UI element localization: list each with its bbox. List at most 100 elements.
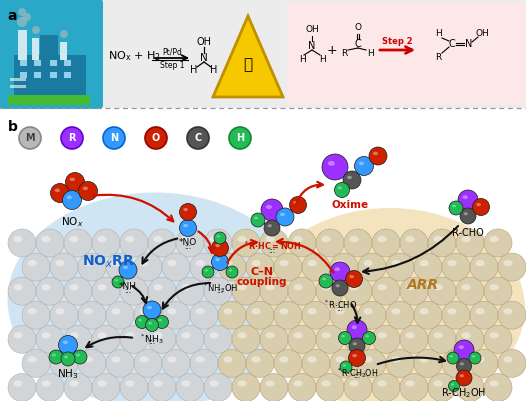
- Circle shape: [330, 253, 358, 281]
- Ellipse shape: [448, 308, 457, 314]
- Circle shape: [470, 349, 498, 377]
- Circle shape: [289, 196, 307, 213]
- Circle shape: [414, 349, 442, 377]
- Text: $\mathregular{^*R{\cdot}CHO}$: $\mathregular{^*R{\cdot}CHO}$: [323, 299, 357, 312]
- Ellipse shape: [335, 267, 340, 271]
- Text: b: b: [8, 120, 18, 134]
- Ellipse shape: [123, 266, 128, 269]
- Circle shape: [260, 325, 288, 353]
- Circle shape: [246, 349, 274, 377]
- Circle shape: [457, 358, 471, 373]
- Text: $\mathrm{NO_x}$ + H$_2$: $\mathrm{NO_x}$ + H$_2$: [108, 49, 161, 63]
- Circle shape: [64, 229, 92, 257]
- Circle shape: [176, 277, 204, 305]
- FancyBboxPatch shape: [10, 85, 26, 88]
- Ellipse shape: [238, 236, 247, 242]
- FancyBboxPatch shape: [20, 60, 27, 66]
- Text: N: N: [200, 53, 208, 63]
- Circle shape: [335, 182, 349, 198]
- Circle shape: [61, 127, 83, 149]
- Circle shape: [148, 277, 176, 305]
- Circle shape: [355, 156, 373, 176]
- Ellipse shape: [461, 284, 471, 290]
- Ellipse shape: [322, 278, 326, 280]
- Text: $\mathregular{^*NH_3}$: $\mathregular{^*NH_3}$: [139, 332, 165, 346]
- Ellipse shape: [321, 284, 331, 290]
- Ellipse shape: [503, 308, 513, 314]
- Ellipse shape: [196, 308, 205, 314]
- Circle shape: [190, 349, 218, 377]
- Circle shape: [179, 203, 197, 221]
- Ellipse shape: [238, 284, 247, 290]
- FancyBboxPatch shape: [34, 72, 41, 78]
- Ellipse shape: [341, 335, 345, 337]
- Circle shape: [190, 253, 218, 281]
- Text: O: O: [355, 24, 361, 32]
- Ellipse shape: [406, 284, 414, 290]
- FancyBboxPatch shape: [64, 72, 71, 78]
- FancyBboxPatch shape: [32, 38, 39, 60]
- Text: C: C: [195, 133, 201, 143]
- Ellipse shape: [294, 284, 302, 290]
- Ellipse shape: [463, 212, 468, 215]
- Text: NH$_3$: NH$_3$: [57, 367, 79, 381]
- Ellipse shape: [64, 356, 68, 358]
- FancyBboxPatch shape: [34, 60, 41, 66]
- Circle shape: [204, 277, 232, 305]
- Ellipse shape: [420, 356, 429, 363]
- Ellipse shape: [490, 284, 499, 290]
- Circle shape: [319, 274, 333, 288]
- Ellipse shape: [148, 322, 152, 324]
- Ellipse shape: [126, 381, 135, 387]
- Ellipse shape: [251, 260, 260, 266]
- Ellipse shape: [268, 224, 272, 227]
- Circle shape: [176, 325, 204, 353]
- Text: Step 2: Step 2: [382, 36, 412, 45]
- Ellipse shape: [378, 236, 387, 242]
- Ellipse shape: [349, 275, 354, 278]
- Ellipse shape: [97, 381, 107, 387]
- Ellipse shape: [363, 260, 372, 266]
- Circle shape: [232, 229, 260, 257]
- Circle shape: [302, 253, 330, 281]
- Ellipse shape: [336, 284, 340, 287]
- Ellipse shape: [76, 354, 80, 356]
- Circle shape: [330, 262, 350, 282]
- Circle shape: [246, 301, 274, 329]
- Circle shape: [302, 301, 330, 329]
- Circle shape: [64, 325, 92, 353]
- Ellipse shape: [56, 308, 65, 314]
- Ellipse shape: [255, 208, 525, 401]
- Ellipse shape: [336, 308, 345, 314]
- Ellipse shape: [279, 260, 289, 266]
- Ellipse shape: [126, 284, 135, 290]
- Circle shape: [344, 229, 372, 257]
- Ellipse shape: [224, 308, 232, 314]
- Circle shape: [330, 301, 358, 329]
- Circle shape: [498, 349, 526, 377]
- Text: :::: :::: [337, 306, 343, 312]
- Circle shape: [61, 352, 75, 366]
- Ellipse shape: [254, 217, 258, 219]
- Ellipse shape: [342, 364, 346, 367]
- Circle shape: [162, 253, 190, 281]
- Circle shape: [179, 219, 197, 237]
- Ellipse shape: [69, 381, 78, 387]
- Circle shape: [386, 253, 414, 281]
- Ellipse shape: [229, 269, 232, 271]
- Text: NO$_x$RR: NO$_x$RR: [82, 254, 135, 270]
- Circle shape: [456, 370, 472, 386]
- Circle shape: [22, 253, 50, 281]
- Circle shape: [428, 277, 456, 305]
- Ellipse shape: [476, 308, 484, 314]
- Ellipse shape: [167, 260, 177, 266]
- Ellipse shape: [209, 236, 219, 242]
- Circle shape: [103, 127, 125, 149]
- Circle shape: [120, 325, 148, 353]
- Circle shape: [260, 229, 288, 257]
- Circle shape: [346, 271, 362, 288]
- Ellipse shape: [308, 356, 317, 363]
- Circle shape: [449, 381, 460, 391]
- Circle shape: [92, 325, 120, 353]
- Circle shape: [232, 277, 260, 305]
